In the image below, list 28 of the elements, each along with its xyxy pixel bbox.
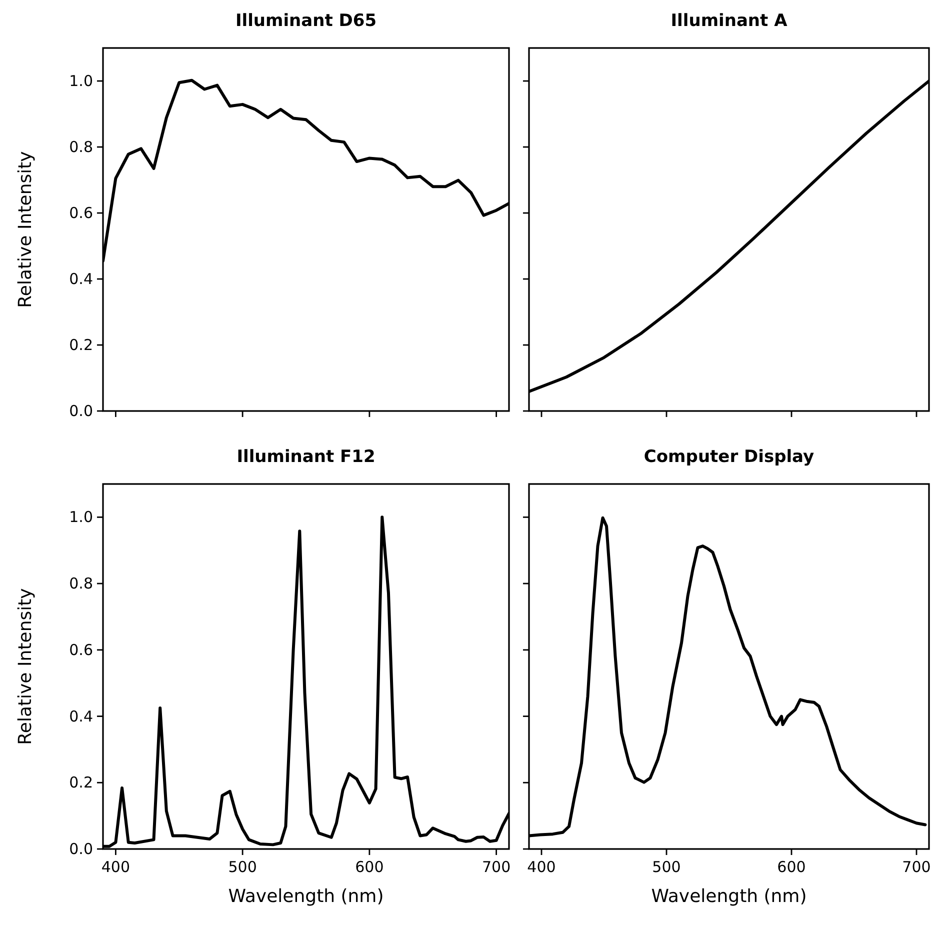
chart-title: Computer Display <box>644 447 814 467</box>
x-tick-label: 700 <box>902 858 931 876</box>
y-tick-label: 0.4 <box>69 707 93 726</box>
y-tick-label: 0.2 <box>69 774 93 792</box>
x-tick-label: 400 <box>101 858 130 876</box>
y-tick-label: 0.2 <box>69 336 93 354</box>
y-tick-label: 0.0 <box>69 402 93 420</box>
chart-title: Illuminant D65 <box>235 11 377 31</box>
x-tick-label: 600 <box>355 858 384 876</box>
y-axis-title: Relative Intensity <box>15 150 36 308</box>
y-tick-label: 0.4 <box>69 270 93 288</box>
x-tick-label: 500 <box>652 858 681 876</box>
x-axis-title: Wavelength (nm) <box>228 886 384 907</box>
x-tick-label: 600 <box>777 858 806 876</box>
y-tick-label: 0.0 <box>69 840 93 858</box>
y-tick-label: 0.6 <box>69 640 93 659</box>
x-axis-title: Wavelength (nm) <box>651 886 807 907</box>
y-tick-label: 0.6 <box>69 204 93 222</box>
y-tick-label: 0.8 <box>69 138 93 156</box>
x-tick-label: 700 <box>482 858 511 876</box>
y-tick-label: 0.8 <box>69 574 93 593</box>
x-tick-label: 400 <box>527 858 556 876</box>
y-tick-label: 1.0 <box>69 508 93 526</box>
x-tick-label: 500 <box>228 858 257 876</box>
y-tick-label: 1.0 <box>69 72 93 90</box>
y-axis-title: Relative Intensity <box>15 588 36 745</box>
chart-title: Illuminant A <box>670 11 788 31</box>
chart-title: Illuminant F12 <box>236 447 376 467</box>
